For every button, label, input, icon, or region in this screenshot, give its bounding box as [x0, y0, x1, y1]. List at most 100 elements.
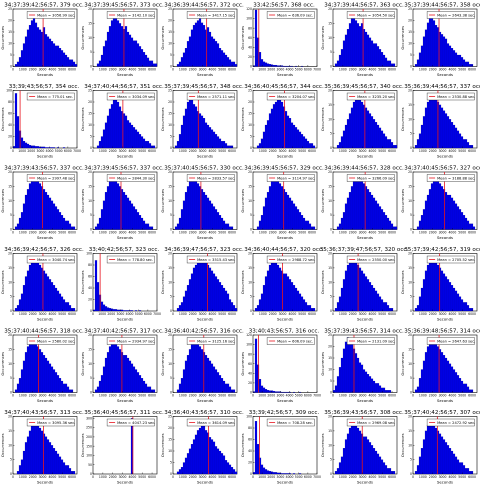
legend-box: [106, 92, 155, 101]
x-tick-label: 4000: [368, 149, 376, 153]
legend-label: Mean = 3266.09 sec.: [357, 177, 395, 181]
histogram-bar: [370, 445, 374, 475]
histogram-bar: [444, 357, 448, 393]
x-tick-label: 5000: [298, 231, 306, 235]
histogram-bar: [394, 145, 398, 149]
histogram-bar: [112, 17, 116, 67]
y-tick-label: 20: [8, 333, 12, 337]
histogram-bar: [52, 203, 56, 230]
x-tick-label: 0: [412, 231, 414, 235]
histogram-bar: [268, 64, 272, 67]
x-tick-label: 6000: [468, 231, 476, 235]
histogram-bar: [224, 54, 228, 67]
histogram-bar: [296, 290, 300, 312]
x-tick-label: 6000: [304, 68, 312, 72]
y-tick-label: 0: [90, 309, 92, 313]
x-tick-label: 6000: [388, 312, 396, 316]
histogram-bar: [140, 217, 144, 230]
y-tick-label: 5: [330, 50, 332, 54]
y-axis-label: Occurrences: [240, 352, 245, 376]
histogram-bar: [258, 143, 262, 149]
legend-prefix: Mean =: [357, 95, 372, 99]
histogram-bar: [232, 389, 236, 393]
x-tick-label: 0: [332, 231, 334, 235]
x-tick-label: 3000: [439, 149, 447, 153]
histogram-bar: [186, 101, 190, 149]
histogram-bar: [48, 147, 52, 149]
legend-box: [426, 92, 475, 101]
x-tick-label: 0: [92, 68, 94, 72]
legend-prefix: Mean =: [37, 14, 52, 18]
histogram-bar: [342, 212, 346, 230]
x-tick-label: 4000: [368, 312, 376, 316]
histogram-bar: [116, 20, 120, 67]
y-tick-label: 10: [168, 199, 172, 203]
histogram-bar: [452, 50, 456, 67]
y-axis-label: Occurrences: [0, 352, 5, 376]
histogram-bar: [108, 180, 112, 230]
y-tick-label: 20: [248, 461, 252, 465]
histogram-bar: [50, 282, 54, 312]
histogram-bar: [252, 472, 256, 475]
histogram-bar: [268, 113, 272, 149]
histogram-bar: [364, 31, 368, 67]
x-tick-label: 0: [252, 231, 254, 235]
histogram-bar: [280, 65, 284, 67]
histogram-bar: [58, 293, 62, 312]
y-tick-label: 20: [248, 55, 252, 59]
panel-title: 34;37;40;42;56;57, 317 occ.: [84, 329, 164, 335]
histogram-bar: [444, 276, 448, 312]
histogram-bar: [452, 200, 456, 230]
histogram-bar: [102, 46, 106, 67]
x-tick-label: 2000: [349, 68, 357, 72]
histogram-bar: [206, 197, 210, 230]
histogram-bar: [146, 386, 150, 393]
histogram-bar: [356, 96, 360, 149]
x-tick-label: 6000: [228, 231, 236, 235]
histogram-bar: [376, 203, 380, 230]
histogram-bar: [454, 456, 458, 475]
x-tick-label: 6000: [228, 475, 236, 479]
histogram-bar: [56, 147, 60, 149]
histogram-bar: [184, 48, 188, 67]
histogram-bar: [146, 57, 150, 67]
legend-mean-value: 3095.36 sec.: [52, 421, 75, 425]
histogram-bar: [60, 296, 64, 312]
legend-prefix: Mean =: [37, 421, 52, 425]
histogram-bar: [206, 27, 210, 67]
histogram-bar: [96, 63, 100, 67]
histogram-panel: 33;39;42;56;57, 309 occ.Mean = 708.28 se…: [240, 410, 321, 485]
histogram-bar: [134, 369, 138, 393]
x-tick-label: 6000: [308, 231, 316, 235]
histogram-bar: [118, 349, 122, 393]
histogram-bar: [50, 200, 54, 230]
histogram-bar: [350, 17, 354, 67]
histogram-bar: [298, 293, 302, 312]
histogram-bar: [416, 59, 420, 67]
y-tick-label: 60: [248, 36, 252, 40]
y-tick-label: 5: [410, 458, 412, 462]
histogram-bar: [214, 134, 218, 149]
histogram-bar: [28, 340, 32, 393]
x-tick-label: 4000: [48, 231, 56, 235]
legend-mean-value: 3114.97 sec.: [292, 177, 315, 181]
histogram-bar: [210, 129, 214, 149]
histogram-bar: [428, 18, 432, 67]
histogram-bar: [414, 64, 418, 67]
histogram-bar: [334, 471, 338, 475]
histogram-bar: [302, 136, 306, 149]
histogram-bar: [418, 52, 422, 67]
histogram-bar: [422, 279, 426, 312]
x-tick-label: 1000: [179, 68, 187, 72]
histogram-bar: [300, 296, 304, 312]
panel-title: 33;39;43;56;57, 354 occ.: [9, 84, 80, 90]
legend-prefix: Mean =: [117, 177, 132, 181]
x-tick-label: 0: [412, 68, 414, 72]
histogram-bar: [218, 138, 222, 149]
histogram-bar: [66, 465, 70, 475]
histogram-bar: [68, 305, 72, 312]
histogram-bar: [190, 343, 194, 393]
histogram-bar: [108, 346, 112, 393]
legend-label: Mean = 3040.74 sec.: [37, 258, 75, 262]
histogram-bar: [388, 139, 392, 149]
